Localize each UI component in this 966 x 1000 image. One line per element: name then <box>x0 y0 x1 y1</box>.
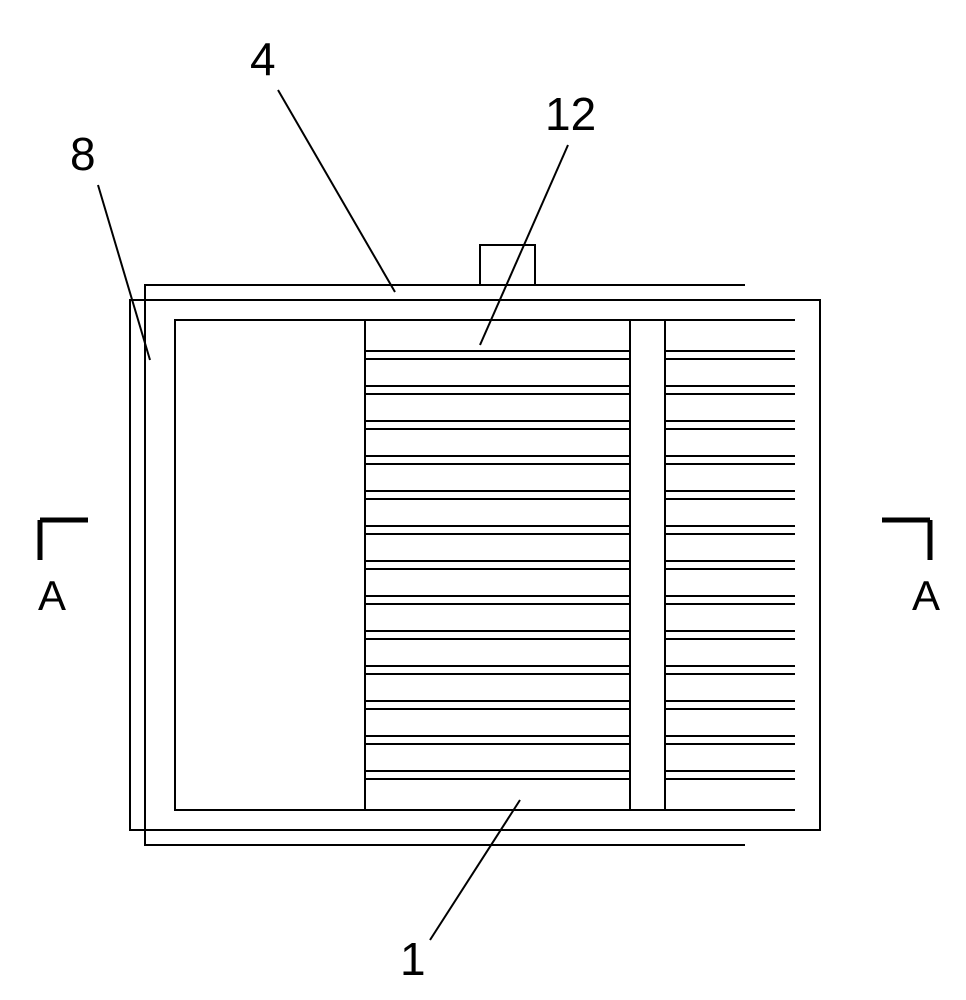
slat-rows <box>365 351 795 779</box>
outer-box <box>130 300 820 830</box>
callout-label-12: 12 <box>545 88 596 140</box>
callout-label-4: 4 <box>250 33 276 85</box>
callout-label-8: 8 <box>70 128 96 180</box>
callout-leader-4 <box>278 90 395 292</box>
top-stub <box>480 245 535 285</box>
inner-frame <box>145 285 745 845</box>
section-label-left: A <box>38 572 66 619</box>
schematic-canvas: A A 4 8 12 1 <box>0 0 966 1000</box>
section-label-right: A <box>912 572 940 619</box>
callout-leader-1 <box>430 800 520 940</box>
section-mark-right <box>882 520 930 560</box>
callout-label-1: 1 <box>400 933 426 985</box>
section-mark-left <box>40 520 88 560</box>
left-panel <box>175 320 365 810</box>
callout-leader-8 <box>98 185 150 360</box>
